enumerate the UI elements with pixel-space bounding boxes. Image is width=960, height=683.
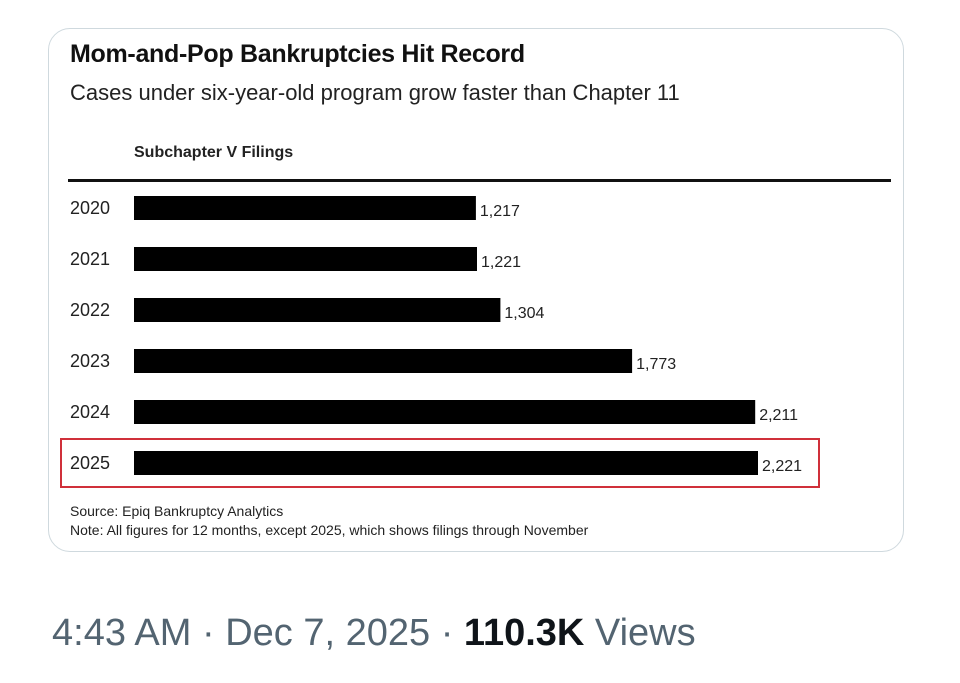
value-label-2022: 1,304 — [504, 305, 544, 322]
meta-separator: · — [201, 612, 215, 654]
series-label: Subchapter V Filings — [134, 144, 294, 161]
bar-2025 — [134, 451, 758, 475]
tweet-time[interactable]: 4:43 AM — [52, 612, 192, 654]
bar-2024 — [134, 400, 756, 424]
views-count[interactable]: 110.3K — [463, 612, 585, 654]
tweet-date[interactable]: Dec 7, 2025 — [225, 612, 431, 654]
meta-separator: · — [440, 612, 454, 654]
tweet-meta: 4:43 AM · Dec 7, 2025 · 110.3K Views — [52, 612, 696, 655]
value-label-2024: 2,211 — [759, 407, 798, 424]
value-label-2025: 2,221 — [762, 458, 802, 475]
bar-2022 — [134, 298, 501, 322]
value-label-2023: 1,773 — [636, 356, 676, 373]
category-label-2025: 2025 — [70, 453, 110, 473]
value-label-2021: 1,221 — [481, 254, 521, 271]
category-label-2021: 2021 — [70, 249, 110, 269]
category-label-2024: 2024 — [70, 402, 110, 422]
header-rule — [68, 179, 891, 182]
chart-subtitle: Cases under six-year-old program grow fa… — [70, 80, 680, 105]
highlight-box-2025 — [60, 438, 820, 488]
chart-source: Source: Epiq Bankruptcy Analytics — [70, 503, 284, 519]
category-label-2023: 2023 — [70, 351, 110, 371]
views-label: Views — [594, 612, 696, 654]
bar-2023 — [134, 349, 633, 373]
category-label-2022: 2022 — [70, 300, 110, 320]
chart-title: Mom-and-Pop Bankruptcies Hit Record — [70, 40, 525, 68]
bar-2021 — [134, 247, 477, 271]
bar-2020 — [134, 196, 476, 220]
category-label-2020: 2020 — [70, 198, 110, 218]
value-label-2020: 1,217 — [480, 203, 520, 220]
chart-note: Note: All figures for 12 months, except … — [70, 522, 589, 538]
